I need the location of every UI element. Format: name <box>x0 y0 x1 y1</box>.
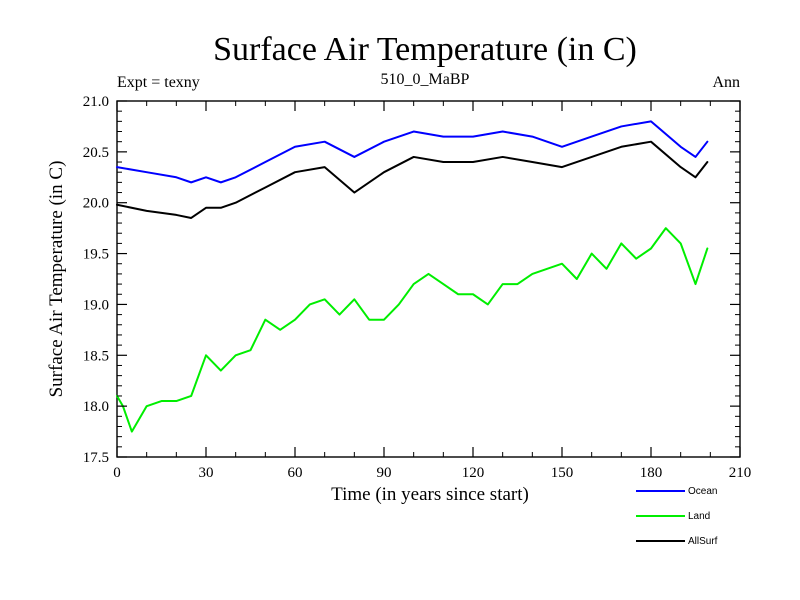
legend-label-land: Land <box>688 511 710 522</box>
axis-layer: 0 30 60 90 120 150 180 210 17.5 18.0 18.5 19.0 19.5 2… <box>83 94 752 481</box>
chart-subtitle: 510_0_MaBP <box>381 71 470 88</box>
experiment-label: Expt = texny <box>117 74 200 91</box>
y-axis-tick-label: 19.5 <box>83 247 109 263</box>
legend-label-ocean: Ocean <box>688 486 717 497</box>
x-axis-tick-label: 30 <box>199 465 214 481</box>
series-line-ocean <box>116 120 709 184</box>
x-axis-tick-label: 210 <box>729 465 752 481</box>
y-axis-tick-label: 18.5 <box>83 348 109 364</box>
x-axis-tick-label: 120 <box>462 465 485 481</box>
y-axis-tick-label: 17.5 <box>83 450 109 466</box>
plot-frame <box>116 100 741 458</box>
y-axis-tick-label: 18.0 <box>83 399 109 415</box>
y-axis-tick-label: 19.0 <box>83 297 109 313</box>
y-axis-tick-label: 20.5 <box>83 145 109 161</box>
series-line-land <box>116 227 709 433</box>
x-axis-tick-label: 0 <box>113 465 121 481</box>
x-axis-label: Time (in years since start) <box>331 484 529 505</box>
series-layer <box>116 120 709 433</box>
legend-layer: Ocean Land AllSurf <box>636 486 718 547</box>
x-axis-tick-label: 60 <box>288 465 303 481</box>
y-axis-tick-label: 20.0 <box>83 196 109 212</box>
plot-frame-layer <box>116 100 741 458</box>
x-axis-tick-label: 150 <box>551 465 574 481</box>
period-label: Ann <box>712 74 740 91</box>
y-axis-tick-label: 21.0 <box>83 94 109 110</box>
legend-label-allsurf: AllSurf <box>688 536 718 547</box>
y-axis-label: Surface Air Temperature (in C) <box>46 161 67 398</box>
series-line-allsurf <box>116 140 709 219</box>
x-axis-tick-label: 180 <box>640 465 663 481</box>
x-axis-tick-label: 90 <box>377 465 392 481</box>
chart-title: Surface Air Temperature (in C) <box>213 31 637 68</box>
